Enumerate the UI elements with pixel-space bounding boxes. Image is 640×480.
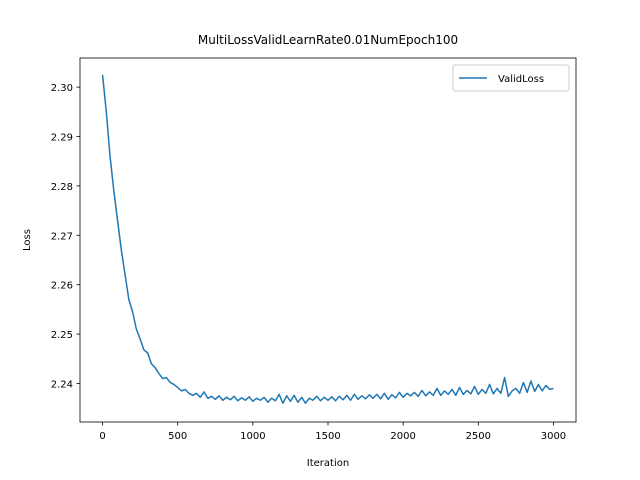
chart-title: MultiLossValidLearnRate0.01NumEpoch100: [198, 33, 458, 47]
legend-box: [452, 64, 570, 92]
x-tick-label: 1500: [315, 431, 340, 442]
x-axis-label: Iteration: [307, 458, 349, 469]
y-tick-label: 2.28: [51, 182, 73, 193]
x-tick-label: 2000: [390, 431, 415, 442]
y-tick-label: 2.29: [51, 133, 73, 144]
x-tick-label: 500: [168, 431, 187, 442]
axes-frame: [79, 57, 577, 423]
x-tick-label: 3000: [541, 431, 566, 442]
y-tick-label: 2.25: [51, 330, 73, 341]
y-tick-label: 2.24: [51, 379, 73, 390]
x-tick-label: 1000: [240, 431, 265, 442]
y-axis-label: Loss: [22, 229, 33, 251]
line-series: [101, 74, 554, 404]
y-tick-label: 2.30: [51, 83, 73, 94]
x-tick-label: 2500: [466, 431, 491, 442]
legend-label: ValidLoss: [498, 74, 544, 85]
y-tick-label: 2.26: [51, 281, 73, 292]
x-tick-label: 0: [99, 431, 105, 442]
y-tick-label: 2.27: [51, 231, 73, 242]
